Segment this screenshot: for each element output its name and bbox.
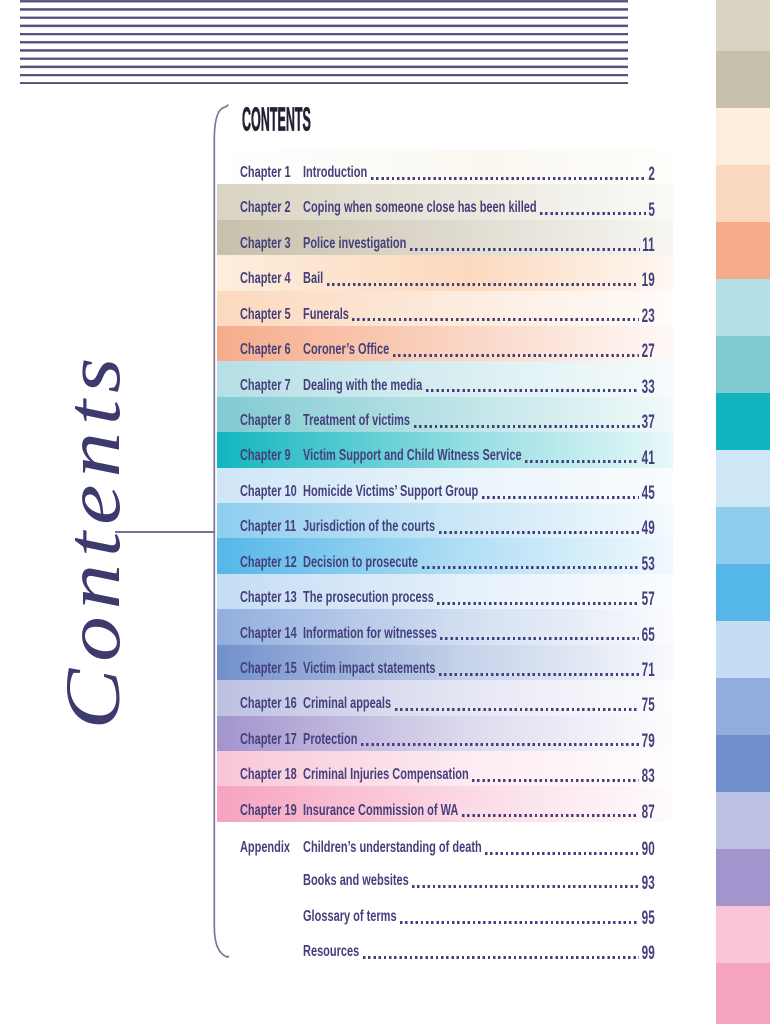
svg-text:CONTENTS: CONTENTS xyxy=(242,102,311,139)
